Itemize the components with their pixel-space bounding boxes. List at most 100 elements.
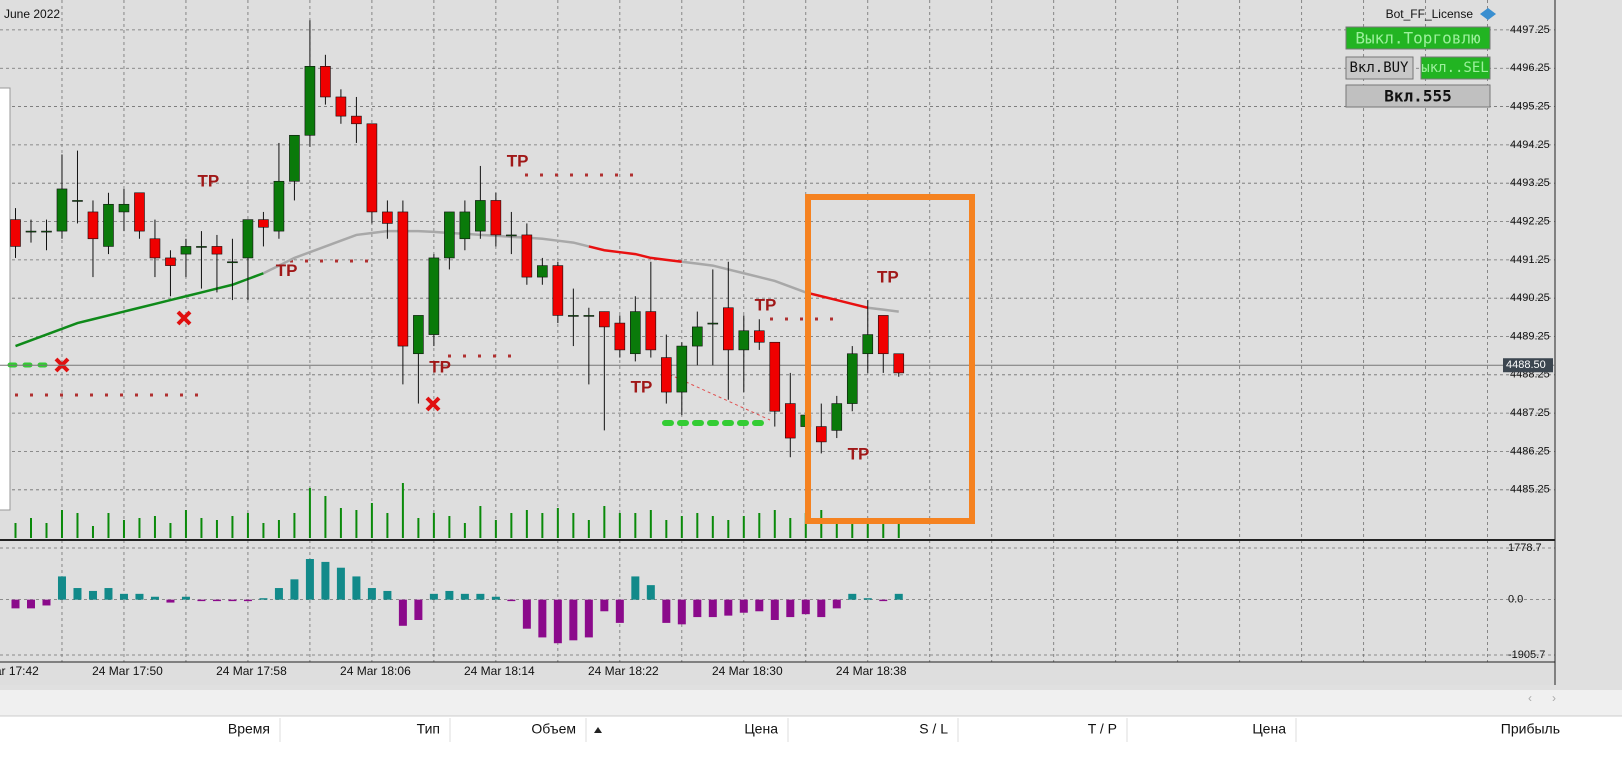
histogram-bar (786, 599, 795, 618)
histogram-bar (57, 576, 66, 600)
histogram-bar (26, 599, 35, 609)
y-tick-label: 4492.25 (1510, 215, 1550, 227)
candle-body (87, 211, 99, 240)
table-header: Время Тип Объем Цена S / L T / P Цена Прибыль (228, 718, 1560, 742)
column-header[interactable]: T / P (1088, 721, 1117, 737)
histogram-bar (460, 593, 469, 600)
candle-body (645, 311, 657, 351)
y-tick-label: -1905.7 (1508, 649, 1545, 661)
column-header[interactable]: Тип (417, 721, 440, 737)
moving-average (867, 306, 899, 313)
side-panel (0, 87, 11, 511)
column-header[interactable]: Прибыль (1501, 721, 1560, 737)
x-tick-label: 24 Mar 18:38 (836, 664, 907, 678)
tp-annotation: TP (276, 261, 298, 280)
button-label[interactable]: Вкл.555 (1384, 87, 1451, 106)
histogram-bar (166, 599, 175, 603)
candle-body (815, 426, 827, 443)
candle-body (552, 265, 564, 316)
button[interactable] (1345, 84, 1491, 108)
column-header[interactable]: S / L (919, 721, 948, 737)
candle-body (320, 66, 331, 98)
histogram-bar (584, 599, 593, 638)
y-tick-label: 4497.25 (1510, 24, 1550, 36)
candle-body (877, 315, 889, 355)
candle-body (196, 246, 207, 248)
candle-body (506, 234, 517, 237)
candle-body (304, 66, 316, 136)
histogram-bar (538, 599, 547, 638)
close-markers (54, 310, 441, 412)
candle-body (614, 322, 626, 351)
scroll-left[interactable]: ‹ (1528, 691, 1532, 705)
histogram-bar (708, 599, 717, 618)
y-tick-label: 4485.25 (1510, 484, 1550, 496)
x-tick-label: 24 Mar 18:14 (464, 664, 535, 678)
y-tick-label: 4486.25 (1510, 445, 1550, 457)
candle-body (661, 357, 672, 393)
candle-body (583, 315, 595, 317)
button-label[interactable]: Выкл.Торговлю (1355, 29, 1481, 48)
column-header[interactable]: Время (228, 721, 270, 737)
histogram-bar (135, 593, 144, 600)
column-header[interactable]: Объем (531, 721, 576, 737)
button-label[interactable]: Вкл.BUY (1349, 60, 1409, 76)
moving-average (805, 291, 869, 309)
histogram-bar (11, 599, 20, 609)
candle-body (56, 188, 68, 232)
candle-body (351, 115, 362, 125)
sort-arrow (594, 727, 602, 733)
candle-body (180, 246, 192, 255)
x-tick-label: 24 Mar 17:42 (0, 664, 39, 678)
histogram-bar (119, 593, 128, 600)
histogram-bar (212, 599, 221, 602)
histogram-bar (336, 567, 345, 600)
y-tick-label: 4495.25 (1510, 100, 1550, 112)
scroll-bar (0, 690, 1622, 710)
candle-body (382, 211, 393, 224)
highlight-box (805, 194, 975, 524)
tp-annotation: TP (877, 267, 899, 286)
histogram-bar (476, 593, 485, 600)
histogram-bar (894, 593, 903, 600)
scroll-right[interactable]: › (1552, 691, 1556, 705)
histogram-bar (522, 599, 531, 629)
button[interactable] (1345, 26, 1491, 50)
tp-annotation: TP (755, 295, 777, 314)
button[interactable] (1345, 56, 1414, 80)
candle-body (521, 234, 533, 278)
moving-average (15, 272, 264, 348)
x-tick-label: 24 Mar 18:06 (340, 664, 411, 678)
candle-body (413, 315, 424, 355)
current-price-box (1503, 358, 1553, 373)
candle-body (784, 403, 796, 439)
histogram-bar (445, 590, 454, 600)
candle-body (846, 353, 858, 404)
histogram-bar (197, 599, 206, 602)
candle-body (862, 334, 874, 355)
histogram-bar (569, 599, 578, 641)
button-label[interactable]: ыкл..SEL (1421, 60, 1488, 76)
candle-body (397, 211, 409, 347)
histogram-bar (507, 599, 516, 602)
candle-body (428, 257, 440, 335)
histogram-bar (414, 599, 423, 620)
histogram-bar (646, 585, 655, 600)
candle-body (630, 311, 641, 355)
y-tick-label: 4487.25 (1510, 407, 1550, 419)
histogram-bar (104, 588, 113, 600)
button[interactable] (1420, 56, 1491, 80)
tp-annotation: TP (848, 444, 870, 463)
histogram-bar (491, 596, 500, 600)
candle-body (366, 123, 378, 213)
candle-body (676, 345, 688, 393)
candle-body (242, 219, 254, 259)
column-header[interactable]: Цена (744, 721, 778, 737)
histogram-bar (243, 599, 252, 602)
candle-body (289, 134, 300, 182)
column-header[interactable]: Цена (1252, 721, 1286, 737)
current-price-label: 4488.50 (1506, 359, 1546, 371)
y-tick-label: 4496.25 (1510, 62, 1550, 74)
histogram-bar (631, 576, 640, 600)
tp-annotation: TP (631, 377, 653, 396)
